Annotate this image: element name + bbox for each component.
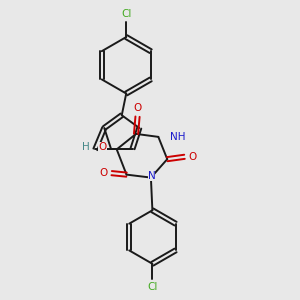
- Text: O: O: [99, 168, 107, 178]
- Text: O: O: [189, 152, 197, 162]
- Text: O: O: [98, 142, 107, 152]
- Text: H: H: [82, 142, 90, 152]
- Text: Cl: Cl: [147, 282, 158, 292]
- Text: Cl: Cl: [121, 9, 131, 19]
- Text: O: O: [134, 103, 142, 113]
- Text: NH: NH: [169, 132, 185, 142]
- Text: N: N: [148, 171, 155, 181]
